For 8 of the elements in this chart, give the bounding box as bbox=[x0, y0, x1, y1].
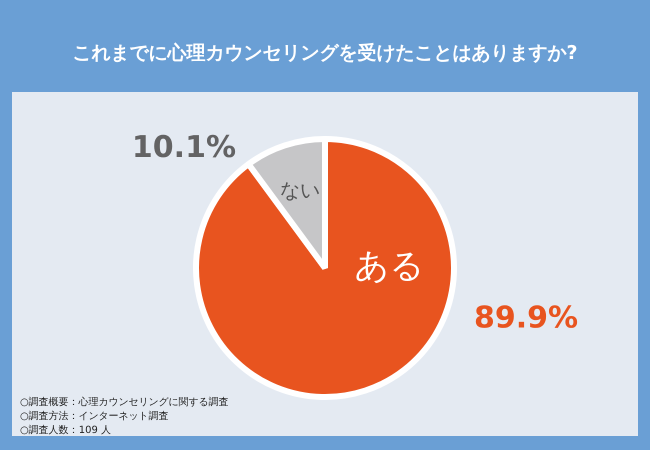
text: ○調査概要：心理カウンセリングに関する調査 bbox=[20, 396, 229, 410]
data-label: 10.1% bbox=[132, 130, 236, 165]
text: ○調査方法：インターネット調査 bbox=[20, 410, 170, 424]
chart-title: これまでに心理カウンセリングを受けたことはありますか? bbox=[71, 41, 579, 66]
slice-label: ない bbox=[280, 178, 320, 202]
data-label: 89.9% bbox=[474, 300, 578, 336]
text: ○調査人数：109 人 bbox=[20, 424, 112, 438]
slice-label: ある bbox=[354, 246, 424, 286]
